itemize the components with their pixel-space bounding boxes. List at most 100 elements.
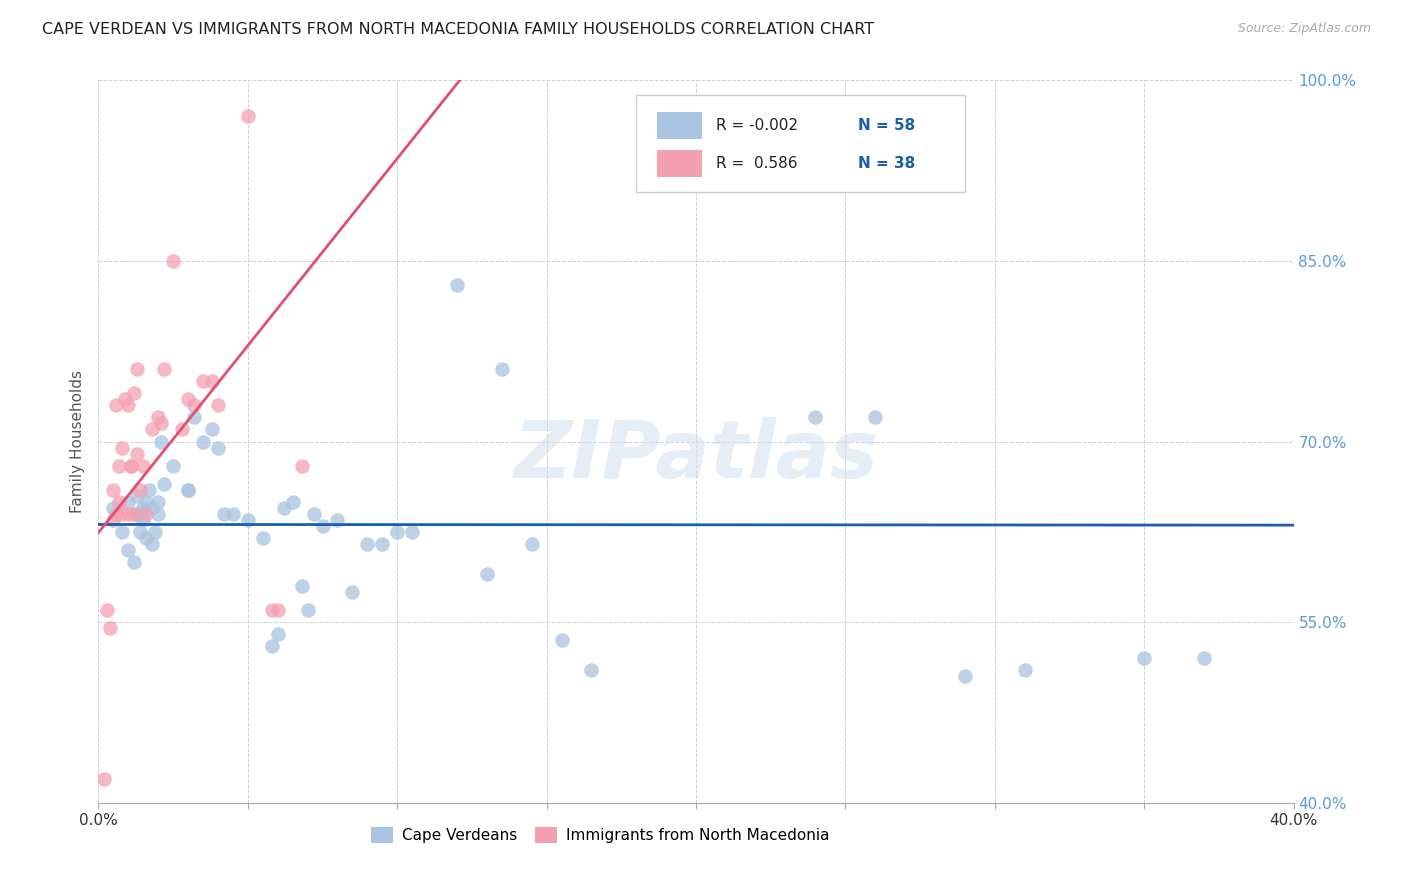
Point [105,507,128,521]
Point [105,398,128,412]
Point [132,513,155,527]
Point [120,458,142,473]
Point [177,483,200,497]
Point [96,603,118,617]
Point [129,524,152,539]
Point [127,507,149,521]
Point [804,410,827,425]
Point [153,476,176,491]
Point [475,567,498,582]
Point [129,483,152,497]
Point [135,507,157,521]
Text: R = -0.002: R = -0.002 [716,118,799,133]
Point [141,500,163,515]
Text: R =  0.586: R = 0.586 [716,156,797,171]
Point [117,542,139,557]
Point [267,627,290,641]
Point [111,507,134,521]
Point [117,507,139,521]
Point [148,494,170,508]
FancyBboxPatch shape [637,95,965,193]
Point [124,555,146,569]
Text: ZIPatlas: ZIPatlas [513,417,879,495]
Point [260,639,283,653]
Point [581,664,603,678]
Point [342,585,364,599]
Point [491,362,513,376]
Point [172,422,194,436]
FancyBboxPatch shape [657,112,702,139]
Point [281,494,304,508]
Point [108,494,131,508]
Point [93,772,115,786]
Point [311,518,333,533]
Point [297,603,319,617]
Point [117,398,139,412]
Point [222,507,245,521]
Point [385,524,409,539]
Point [124,507,146,521]
Point [132,500,155,515]
Point [153,362,176,376]
Point [212,507,235,521]
Point [111,441,134,455]
Point [111,524,134,539]
Text: Source: ZipAtlas.com: Source: ZipAtlas.com [1237,22,1371,36]
Point [135,531,157,545]
Point [371,537,394,551]
Point [252,531,274,545]
Point [401,524,423,539]
Text: CAPE VERDEAN VS IMMIGRANTS FROM NORTH MACEDONIA FAMILY HOUSEHOLDS CORRELATION CH: CAPE VERDEAN VS IMMIGRANTS FROM NORTH MA… [42,22,875,37]
Y-axis label: Family Households: Family Households [69,370,84,513]
Point [129,507,152,521]
Point [141,422,163,436]
Point [177,392,200,407]
Point [120,458,142,473]
Point [207,441,229,455]
Point [236,109,259,123]
Point [127,362,149,376]
Point [201,374,224,388]
Point [1133,651,1156,665]
Point [162,458,184,473]
Point [207,398,229,412]
Point [150,417,173,431]
Point [103,483,125,497]
Point [114,392,136,407]
Point [103,513,125,527]
Point [177,483,200,497]
Point [201,422,224,436]
Point [260,603,283,617]
Legend: Cape Verdeans, Immigrants from North Macedonia: Cape Verdeans, Immigrants from North Mac… [366,822,835,849]
Point [148,410,170,425]
Point [550,633,572,648]
Point [141,537,163,551]
Point [953,669,976,683]
Point [117,494,139,508]
Point [273,500,295,515]
Point [127,446,149,460]
Point [291,458,314,473]
Point [267,603,290,617]
Point [302,507,325,521]
Point [865,410,887,425]
Point [326,513,349,527]
Point [446,277,468,292]
Point [138,483,160,497]
Point [1014,664,1036,678]
Text: N = 38: N = 38 [858,156,915,171]
Point [124,386,146,401]
Point [108,458,131,473]
Point [291,579,314,593]
Point [150,434,173,449]
Point [183,398,205,412]
Point [132,458,155,473]
Point [98,621,122,635]
Point [148,507,170,521]
Point [183,410,205,425]
Point [236,513,259,527]
Text: N = 58: N = 58 [858,118,915,133]
Point [520,537,543,551]
Point [191,434,214,449]
Point [127,489,149,503]
